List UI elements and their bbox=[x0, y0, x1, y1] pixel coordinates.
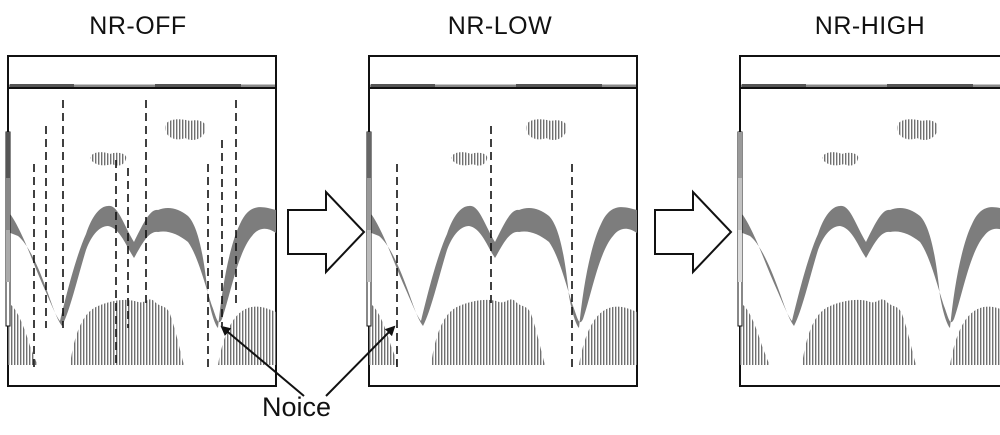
transition-arrow-1 bbox=[287, 191, 365, 273]
sonar-panel-nr-low bbox=[366, 54, 639, 388]
noise-pointer-arrow-left bbox=[220, 325, 305, 397]
panel-title-nr-low: NR-LOW bbox=[447, 12, 553, 40]
panel-title-nr-off: NR-OFF bbox=[89, 12, 187, 40]
panel-title-nr-high: NR-HIGH bbox=[814, 12, 926, 40]
noise-pointer-arrow-right bbox=[325, 325, 396, 397]
sonar-panel-nr-off bbox=[5, 54, 278, 388]
sonar-panel-nr-high bbox=[737, 54, 1000, 388]
transition-arrow-2 bbox=[654, 191, 732, 273]
noise-label: Noice bbox=[262, 392, 332, 422]
